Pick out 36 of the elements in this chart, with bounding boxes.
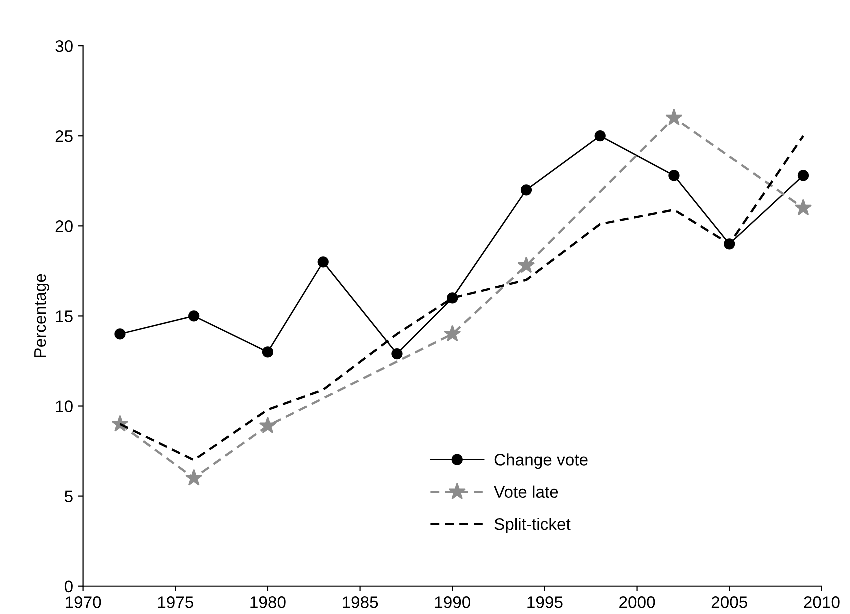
- point: [259, 417, 277, 434]
- x-tick-label: 1980: [250, 596, 286, 608]
- point: [262, 346, 274, 358]
- point: [114, 328, 126, 340]
- point: [798, 170, 810, 182]
- point: [666, 109, 683, 126]
- y-tick-label: 30: [56, 40, 73, 52]
- legend-label: Vote late: [494, 486, 558, 498]
- x-tick-label: 1975: [158, 596, 194, 608]
- point: [518, 256, 536, 274]
- point: [520, 184, 532, 196]
- x-tick-label: 2010: [804, 596, 840, 608]
- y-tick-label: 15: [56, 310, 73, 322]
- x-tick-label: 1990: [435, 596, 471, 608]
- point: [188, 310, 200, 322]
- point: [794, 199, 812, 216]
- point: [185, 469, 203, 486]
- point: [318, 256, 329, 268]
- y-tick-label: 20: [56, 220, 73, 232]
- x-tick-label: 2000: [620, 596, 656, 608]
- x-tick-label: 1985: [343, 596, 378, 608]
- y-tick-label: 10: [56, 400, 73, 412]
- point: [668, 170, 680, 182]
- point: [444, 325, 462, 342]
- point: [112, 415, 129, 432]
- y-tick-label: 5: [64, 490, 73, 503]
- legend-label: Change vote: [494, 454, 588, 470]
- legend-label: Split-ticket: [494, 518, 571, 534]
- point: [392, 348, 403, 360]
- y-tick-label: 25: [56, 130, 73, 142]
- x-tick-label: 2005: [712, 596, 748, 608]
- x-tick-label: 1995: [528, 596, 563, 608]
- point: [594, 130, 606, 142]
- y-axis-title: Percentage: [34, 274, 50, 358]
- y-tick-label: 0: [64, 580, 73, 593]
- x-tick-label: 1970: [66, 596, 102, 608]
